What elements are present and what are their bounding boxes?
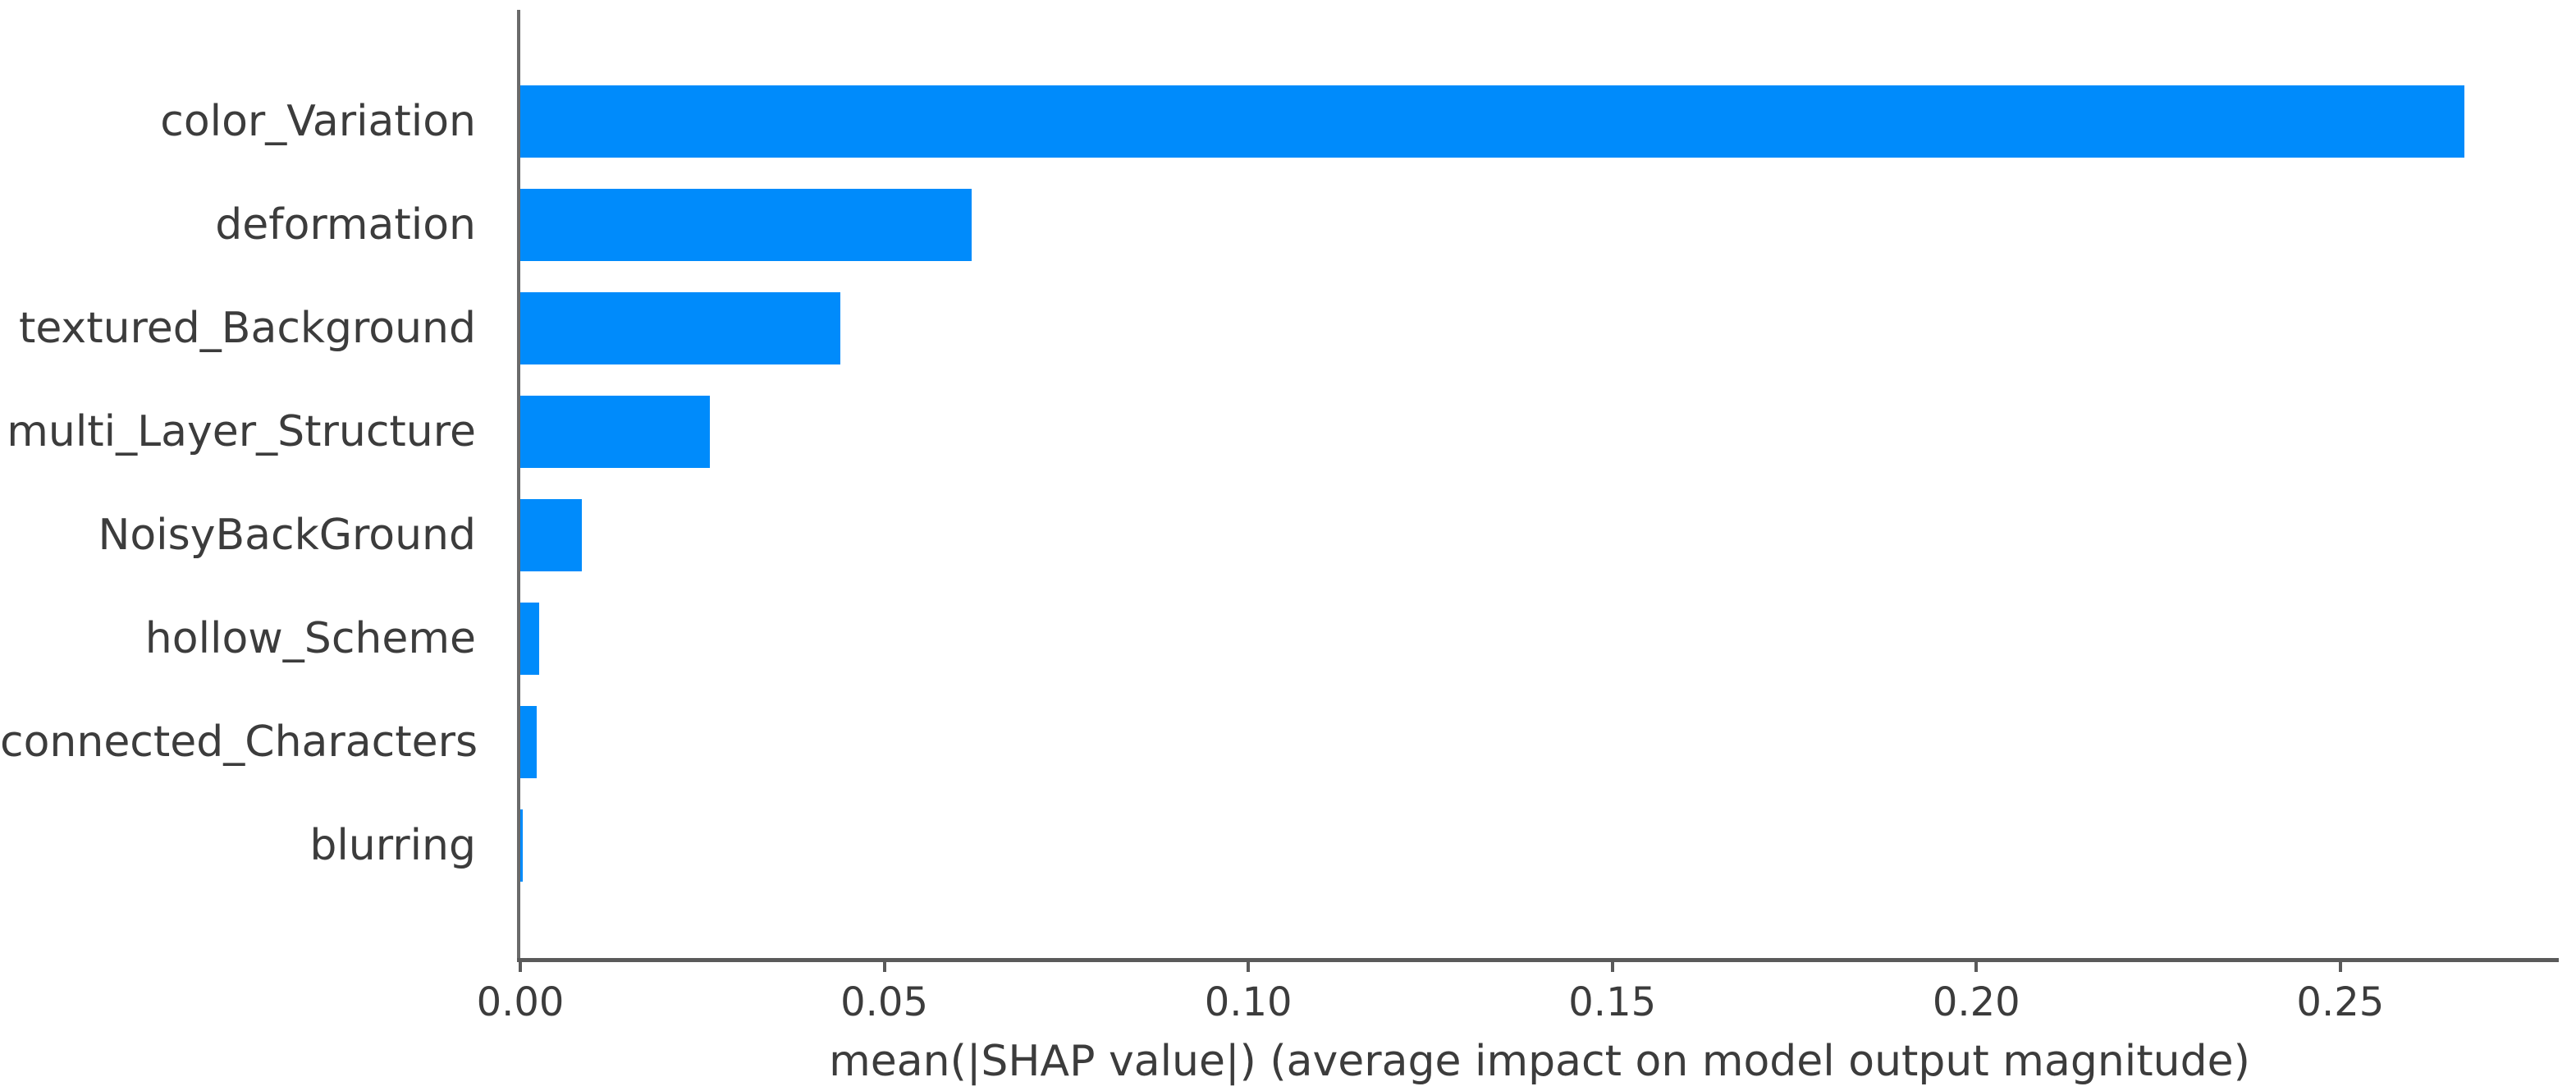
- category-label: color_Variation: [160, 97, 476, 146]
- x-tick-mark: [1247, 958, 1251, 972]
- x-tick-label: 0.10: [1204, 979, 1293, 1025]
- x-tick-mark: [882, 958, 886, 972]
- category-label: deformation: [215, 200, 476, 250]
- bar-noisybackground: [520, 499, 583, 571]
- bar-deformation: [520, 189, 972, 261]
- bar-connected-characters: [520, 706, 538, 778]
- bar-textured-background: [520, 292, 841, 364]
- bar-blurring: [520, 809, 523, 882]
- bar-multi-layer-structure: [520, 396, 710, 468]
- bar-color-variation: [520, 85, 2464, 158]
- x-tick-mark: [519, 958, 522, 972]
- x-tick-mark: [1974, 958, 1979, 972]
- x-tick-label: 0.05: [840, 979, 928, 1025]
- plot-area: 0.00 0.05 0.10 0.15 0.20 0.25 mean(|SHAP…: [477, 10, 2559, 1086]
- x-axis-title: mean(|SHAP value|) (average impact on mo…: [829, 1037, 2250, 1086]
- x-tick-mark: [2338, 958, 2342, 972]
- category-label: hollow_Scheme: [144, 614, 476, 663]
- category-label: NoisyBackGround: [98, 511, 476, 560]
- x-tick-label: 0.00: [476, 979, 565, 1025]
- x-tick-label: 0.20: [1932, 979, 2020, 1025]
- y-axis-spine: [517, 10, 520, 961]
- category-label: connected_Characters: [0, 717, 478, 767]
- x-tick-label: 0.25: [2296, 979, 2385, 1025]
- bar-hollow-scheme: [520, 603, 540, 675]
- y-axis-category-labels: color_Variation deformation textured_Bac…: [0, 10, 497, 958]
- x-tick-label: 0.15: [1568, 979, 1657, 1025]
- category-label: multi_Layer_Structure: [7, 407, 476, 456]
- category-label: blurring: [309, 821, 476, 870]
- category-label: textured_Background: [18, 304, 476, 353]
- x-tick-mark: [1610, 958, 1614, 972]
- x-axis-spine: [517, 958, 2559, 962]
